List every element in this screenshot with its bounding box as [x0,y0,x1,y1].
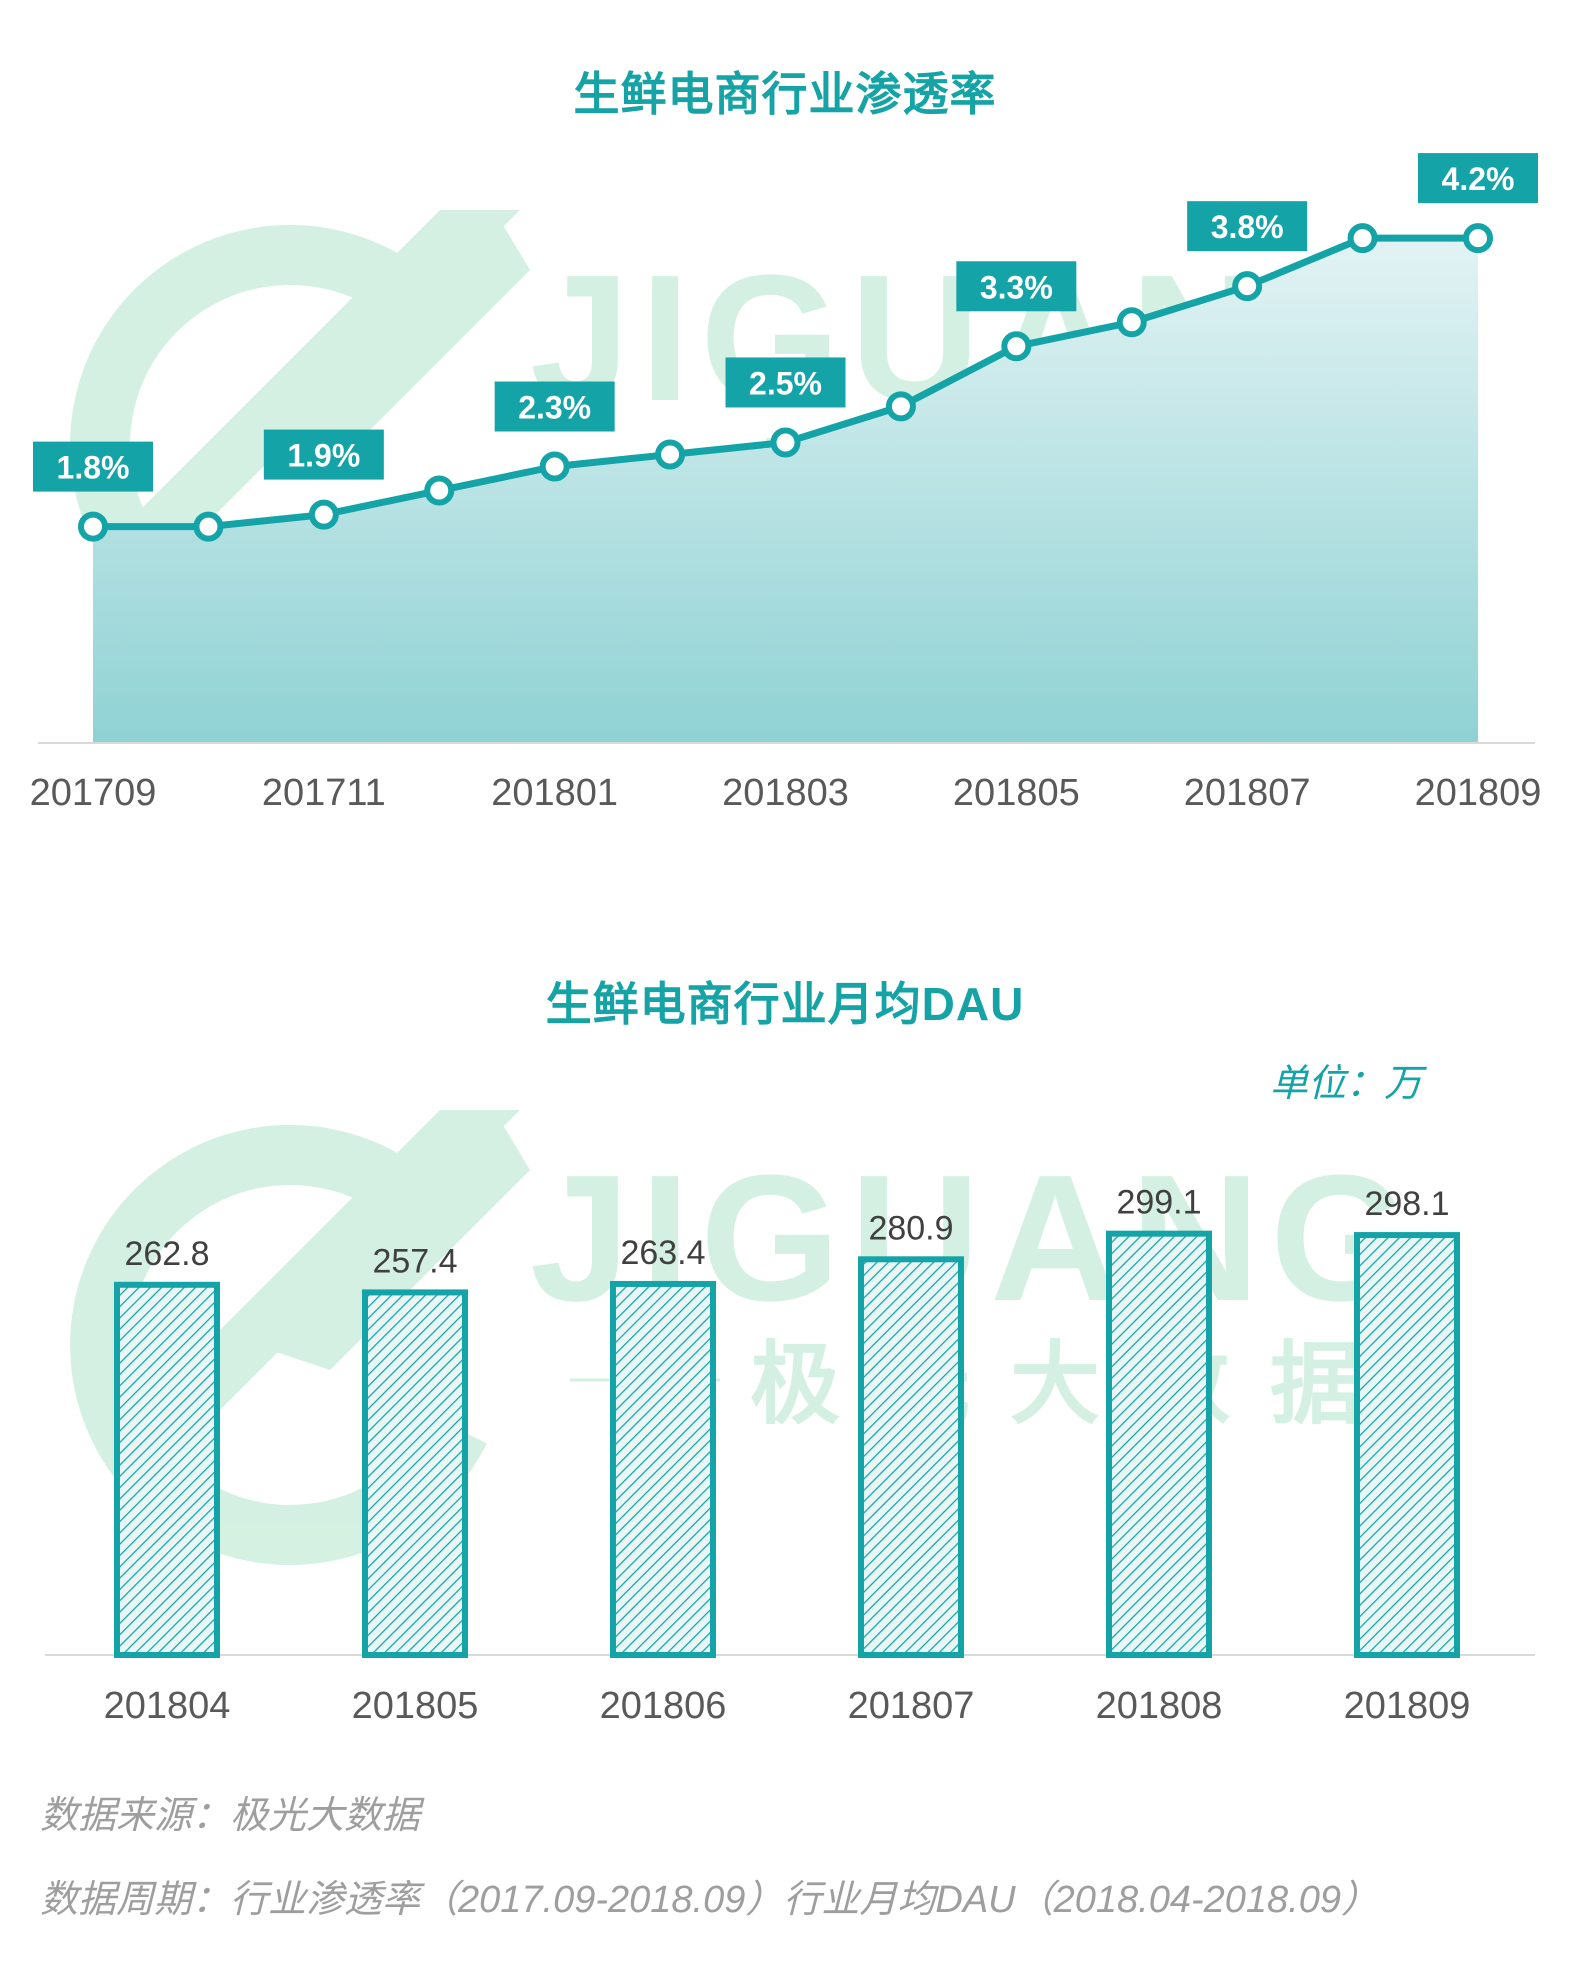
data-label-box [1418,153,1538,204]
x-tick-label: 201805 [352,1685,479,1727]
x-tick-label: 201808 [1096,1685,1223,1727]
unit-label: 单位：万 [1270,1063,1423,1105]
data-label: 2.5% [749,365,822,401]
x-tick-label: 201804 [104,1685,231,1727]
data-label: 3.3% [980,269,1053,305]
data-label-box [263,429,384,480]
x-tick-label: 201809 [1344,1685,1471,1727]
data-label-box [725,357,846,408]
bar-value-label: 263.4 [620,1234,705,1272]
data-label: 4.2% [1442,161,1515,197]
data-point [1001,331,1032,362]
data-period-note: 数据周期：行业渗透率（2017.09-2018.09）行业月均DAU（2018.… [40,1879,1379,1921]
dau-bar [610,1280,716,1658]
bar-value-label: 257.4 [372,1242,457,1280]
data-label-box [33,441,153,492]
watermark-slash-icon [270,1120,530,1370]
x-tick-label: 201805 [953,772,1080,814]
data-point [308,499,339,530]
data-point [655,439,686,470]
x-tick-label: 201711 [262,772,386,814]
dau-bar [858,1256,964,1658]
dau-bar [362,1289,468,1659]
watermark-slash-icon [270,220,530,470]
x-tick-label: 201809 [1415,772,1542,814]
data-point [1232,271,1263,302]
x-tick-label: 201807 [848,1685,975,1727]
dau-bar [1354,1232,1460,1658]
dau-bar [114,1281,220,1659]
x-tick-label: 201803 [722,772,849,814]
data-label: 1.9% [287,438,360,474]
data-point [1116,307,1147,338]
x-tick-label: 201806 [600,1685,727,1727]
watermark-cn-text: 极光大数据 [750,1335,1400,1435]
data-label: 2.3% [518,390,591,426]
data-point [770,427,801,458]
watermark-slash-icon [100,210,520,550]
data-point [424,475,455,506]
penetration-chart: JIGUANG极光大数据1.8%1.9%2.3%2.5%3.3%3.8%4.2%… [30,153,1542,814]
data-source-note: 数据来源：极光大数据 [40,1795,421,1837]
data-point [193,511,224,542]
data-point [1347,223,1378,254]
data-point [539,451,570,482]
dau-chart-title: 生鲜电商行业月均DAU [545,978,1025,1030]
data-label: 1.8% [57,450,130,486]
data-point [885,391,916,422]
dau-bar [1106,1230,1212,1659]
data-point [78,511,108,542]
data-point [1463,223,1493,254]
bar-value-label: 299.1 [1116,1184,1201,1222]
x-tick-label: 201801 [491,772,618,814]
penetration-area [93,238,1478,743]
penetration-chart-title: 生鲜电商行业渗透率 [573,68,997,120]
data-label-box [494,381,615,432]
data-label-box [956,261,1077,312]
bar-value-label: 298.1 [1364,1185,1449,1223]
x-tick-label: 201807 [1184,772,1311,814]
bar-value-label: 280.9 [868,1209,953,1247]
watermark-ring-icon [70,1125,487,1565]
data-label-box [1187,201,1308,252]
data-label: 3.8% [1211,209,1284,245]
x-tick-label: 201709 [30,772,157,814]
bar-value-label: 262.8 [124,1235,209,1273]
